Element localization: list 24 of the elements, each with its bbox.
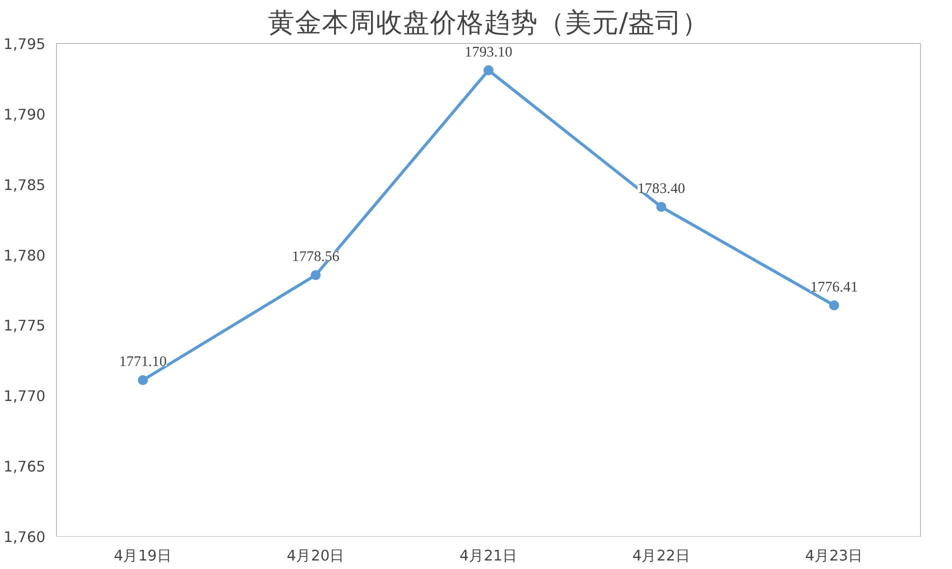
y-tick-label: 1,760 bbox=[4, 529, 46, 546]
y-tick-label: 1,790 bbox=[4, 106, 46, 124]
y-tick-label: 1,780 bbox=[4, 247, 46, 264]
x-tick-label: 4月23日 bbox=[805, 548, 864, 564]
text: 1771.10 bbox=[119, 354, 167, 370]
point bbox=[310, 270, 321, 280]
text: 1778.56 bbox=[292, 249, 340, 266]
point bbox=[484, 65, 494, 76]
x-tick-label: 4月22日 bbox=[632, 548, 690, 564]
y-tick-label: 1,775 bbox=[4, 318, 46, 335]
x-tick-label: 4月19日 bbox=[114, 548, 172, 564]
x-tick-label: 4月21日 bbox=[460, 548, 518, 564]
y-tick-label: 1,795 bbox=[4, 36, 46, 53]
y-tick-label: 1,785 bbox=[4, 176, 46, 194]
text: 1776.41 bbox=[810, 279, 858, 296]
text: 1793.10 bbox=[464, 44, 512, 60]
point bbox=[138, 375, 148, 386]
x-tick-label: 4月20日 bbox=[286, 548, 345, 564]
y-tick-label: 1,765 bbox=[4, 458, 46, 476]
y-tick-label: 1,770 bbox=[4, 388, 46, 406]
point bbox=[829, 300, 840, 310]
chart-title: 黄金本周收盘价格趋势（美元/盎司） bbox=[268, 8, 709, 38]
point bbox=[656, 202, 666, 212]
text: 1783.40 bbox=[637, 180, 686, 197]
